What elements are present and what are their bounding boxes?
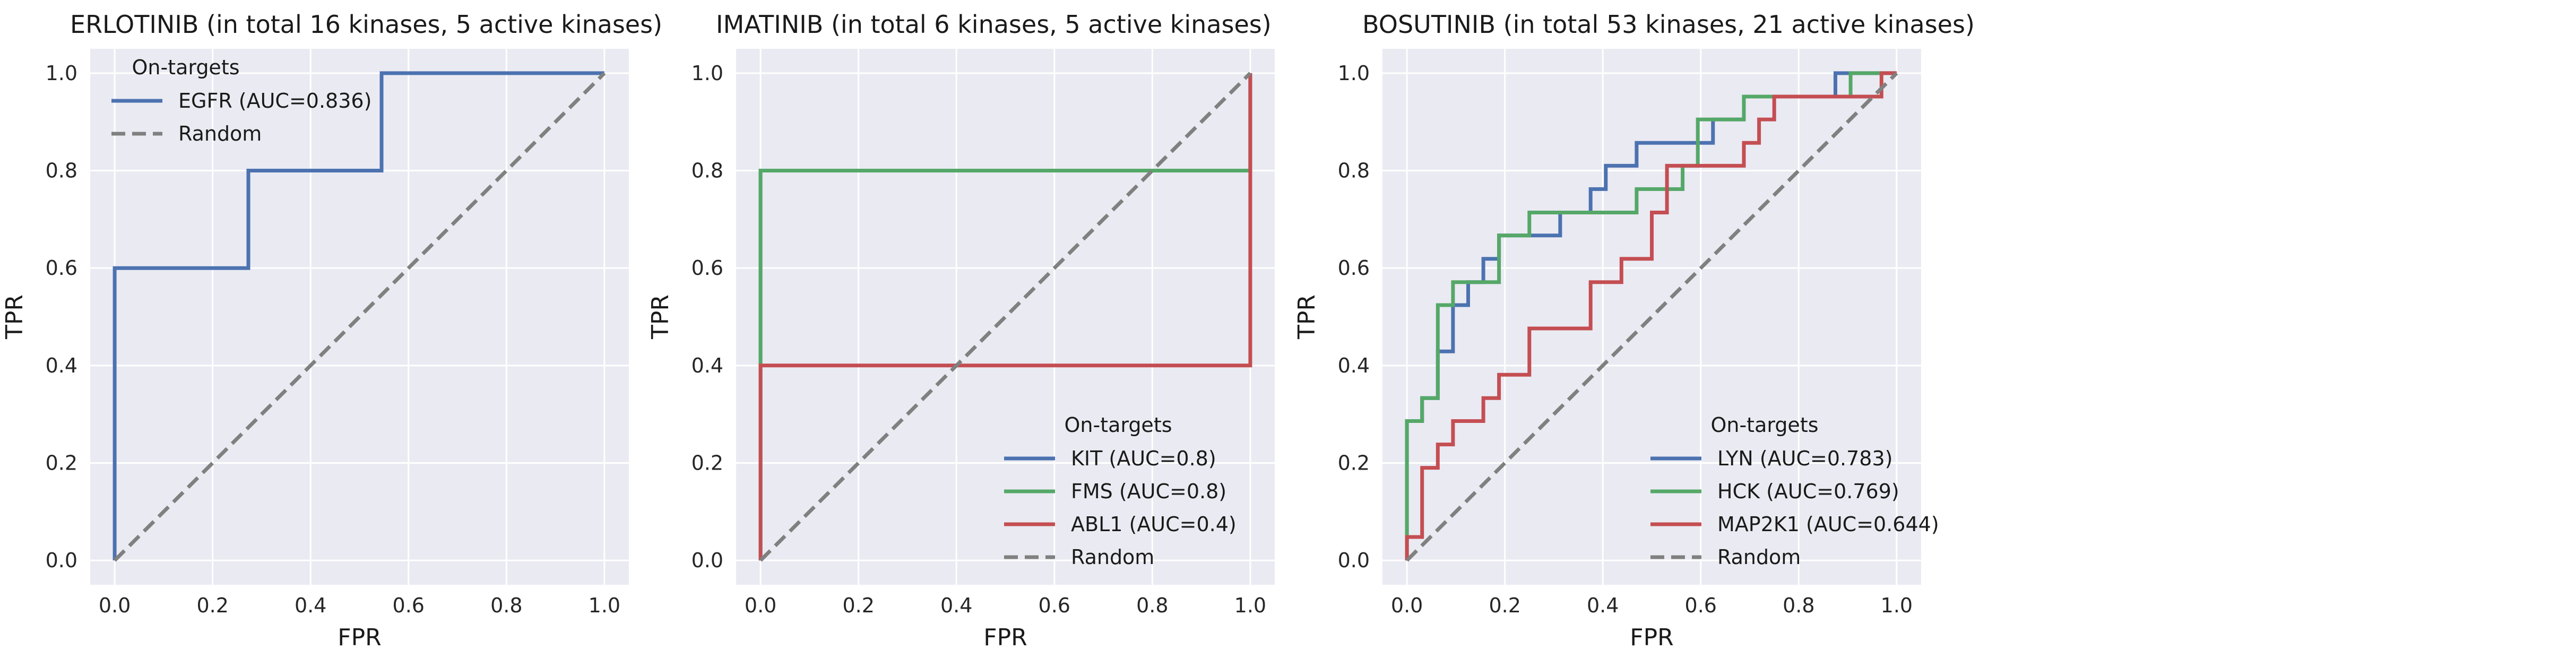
chart-panel-1: 0.0 0.2 0.4 0.6 0.8 1.0 0.0 0.2 0.4 0.6 0.8 1.0 FPR T… — [1, 10, 662, 651]
x-tick-label: 0.0 — [745, 594, 776, 617]
legend-entry-label: Random — [1071, 545, 1154, 569]
chart-title: BOSUTINIB (in total 53 kinases, 21 activ… — [1362, 10, 1975, 39]
y-axis-label: TPR — [647, 294, 674, 340]
y-tick-label: 0.2 — [1338, 451, 1370, 474]
x-axis-label: FPR — [983, 624, 1027, 651]
x-tick-label: 0.6 — [1685, 594, 1717, 617]
x-tick-label: 0.0 — [1391, 594, 1423, 617]
x-tick-label: 0.2 — [1489, 594, 1520, 617]
y-tick-label: 1.0 — [691, 62, 723, 85]
y-tick-label: 0.0 — [691, 549, 723, 572]
legend-title: On-targets — [1064, 413, 1172, 437]
x-tick-label: 0.6 — [1039, 594, 1070, 617]
y-tick-label: 0.4 — [46, 354, 77, 377]
x-tick-label: 0.4 — [295, 594, 326, 617]
legend-entry-label: KIT (AUC=0.8) — [1071, 447, 1216, 470]
x-tick-label: 0.8 — [490, 594, 522, 617]
x-tick-label: 0.6 — [393, 594, 425, 617]
chart-title: ERLOTINIB (in total 16 kinases, 5 active… — [70, 10, 662, 39]
legend: On-targets LYN (AUC=0.783) HCK (AUC=0.769)… — [1650, 413, 1939, 569]
x-tick-label: 0.8 — [1783, 594, 1814, 617]
legend-entry-label: ABL1 (AUC=0.4) — [1071, 513, 1237, 536]
legend-entry-label: MAP2K1 (AUC=0.644) — [1717, 513, 1939, 536]
x-tick-label: 0.2 — [842, 594, 874, 617]
legend-entry-label: EGFR (AUC=0.836) — [178, 89, 371, 112]
chart-panel-3: 0.0 0.2 0.4 0.6 0.8 1.0 0.0 0.2 0.4 0.6 0.8 1.0 FPR T… — [1293, 10, 1975, 651]
x-tick-label: 1.0 — [1881, 594, 1913, 617]
x-tick-label: 1.0 — [589, 594, 620, 617]
series-line-random — [759, 72, 1252, 562]
y-tick-label: 0.8 — [691, 159, 723, 183]
y-tick-label: 0.4 — [1338, 354, 1370, 377]
series-line-map2k1 — [1405, 71, 1897, 561]
series-line-egfr — [113, 71, 604, 561]
legend-entry-label: LYN (AUC=0.783) — [1717, 447, 1892, 470]
legend-title: On-targets — [1710, 413, 1818, 437]
y-axis-label: TPR — [1, 294, 28, 340]
series-line-random — [1405, 72, 1898, 562]
x-axis-label: FPR — [1630, 624, 1673, 651]
x-tick-label: 0.8 — [1136, 594, 1168, 617]
legend: On-targets EGFR (AUC=0.836) Random — [111, 56, 371, 145]
legend-entry-label: Random — [178, 122, 262, 145]
x-tick-label: 0.2 — [196, 594, 228, 617]
series-line-random — [113, 72, 606, 562]
x-tick-label: 0.0 — [99, 594, 131, 617]
chart-title: IMATINIB (in total 6 kinases, 5 active k… — [716, 10, 1272, 39]
y-tick-label: 0.6 — [691, 256, 723, 280]
y-tick-label: 0.4 — [691, 354, 723, 377]
y-tick-label: 1.0 — [46, 62, 77, 85]
legend-entry-label: Random — [1717, 545, 1801, 569]
y-tick-label: 0.8 — [46, 159, 77, 183]
series-line-abl1 — [758, 73, 1252, 561]
x-tick-label: 1.0 — [1234, 594, 1266, 617]
x-tick-label: 0.4 — [1587, 594, 1619, 617]
legend-entry-label: FMS (AUC=0.8) — [1071, 480, 1226, 503]
x-axis-label: FPR — [338, 624, 381, 651]
legend: On-targets KIT (AUC=0.8) FMS (AUC=0.8) ABL1… — [1004, 413, 1237, 569]
y-axis-label: TPR — [1293, 294, 1320, 340]
legend-title: On-targets — [132, 56, 239, 79]
y-tick-label: 0.8 — [1338, 159, 1370, 183]
y-tick-label: 0.6 — [1338, 256, 1370, 280]
y-tick-label: 0.6 — [46, 256, 77, 280]
y-tick-label: 0.2 — [46, 451, 77, 474]
y-tick-label: 1.0 — [1338, 62, 1370, 85]
series-line-hck — [1405, 71, 1897, 561]
x-tick-label: 0.4 — [940, 594, 972, 617]
legend-entry-label: HCK (AUC=0.769) — [1717, 480, 1899, 503]
y-tick-label: 0.0 — [1338, 549, 1370, 572]
chart-panel-2: 0.0 0.2 0.4 0.6 0.8 1.0 0.0 0.2 0.4 0.6 0.8 1.0 FPR T… — [647, 10, 1275, 651]
y-tick-label: 0.0 — [46, 549, 77, 572]
y-tick-label: 0.2 — [691, 451, 723, 474]
